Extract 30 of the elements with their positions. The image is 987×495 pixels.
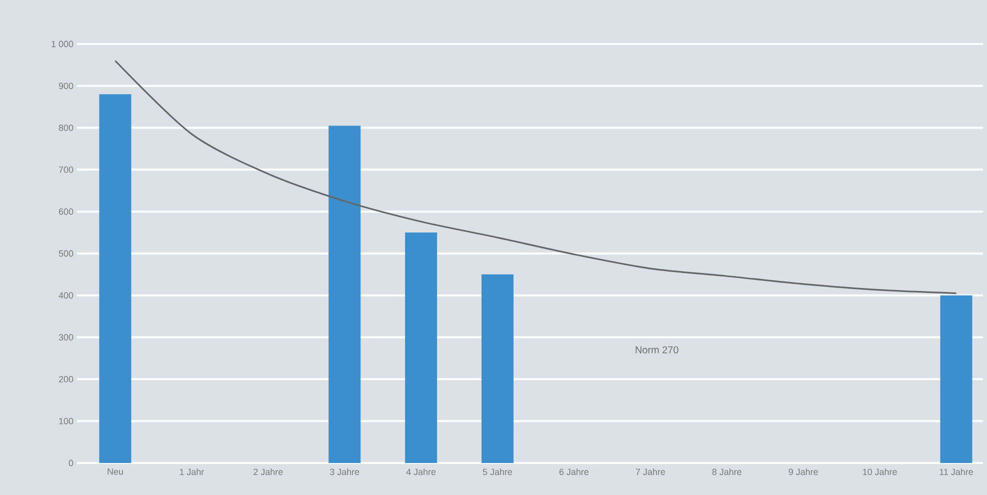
y-tick-label: 300 — [58, 334, 74, 340]
y-tick-label: 600 — [58, 208, 74, 215]
y-tick-label: 1 000 — [52, 40, 74, 48]
y-tick-label: 200 — [58, 376, 74, 382]
x-tick-label: 5 Jahre — [482, 468, 512, 476]
y-tick-label: 400 — [58, 292, 74, 299]
bar — [99, 94, 132, 463]
y-tick-label: 100 — [59, 418, 74, 424]
bar — [482, 274, 514, 463]
x-tick-label: Neu — [108, 468, 123, 475]
y-tick-label: 700 — [58, 166, 74, 173]
line-series — [114, 60, 958, 294]
bar — [940, 295, 972, 463]
y-tick-label: 500 — [58, 250, 74, 257]
bar — [405, 232, 438, 463]
y-tick-label: 800 — [58, 124, 74, 131]
x-tick-label: 10 Jahre — [863, 468, 897, 476]
x-tick-label: 9 Jahre — [788, 468, 818, 476]
x-tick-label: 1 Jahr — [180, 468, 204, 476]
x-tick-label: 8 Jahre — [712, 468, 742, 476]
y-tick-label: 0 — [68, 460, 74, 466]
x-tick-label: 7 Jahre — [636, 468, 665, 476]
annotation: Norm 270 — [636, 346, 678, 354]
x-tick-label: 3 Jahre — [330, 468, 360, 476]
x-tick-label: 11 Jahre — [940, 468, 973, 476]
bar — [328, 126, 361, 463]
x-tick-label: 4 Jahre — [406, 468, 436, 476]
x-tick-label: 2 Jahre — [254, 468, 283, 476]
x-tick-label: 6 Jahre — [559, 468, 589, 476]
y-tick-label: 900 — [58, 82, 74, 90]
